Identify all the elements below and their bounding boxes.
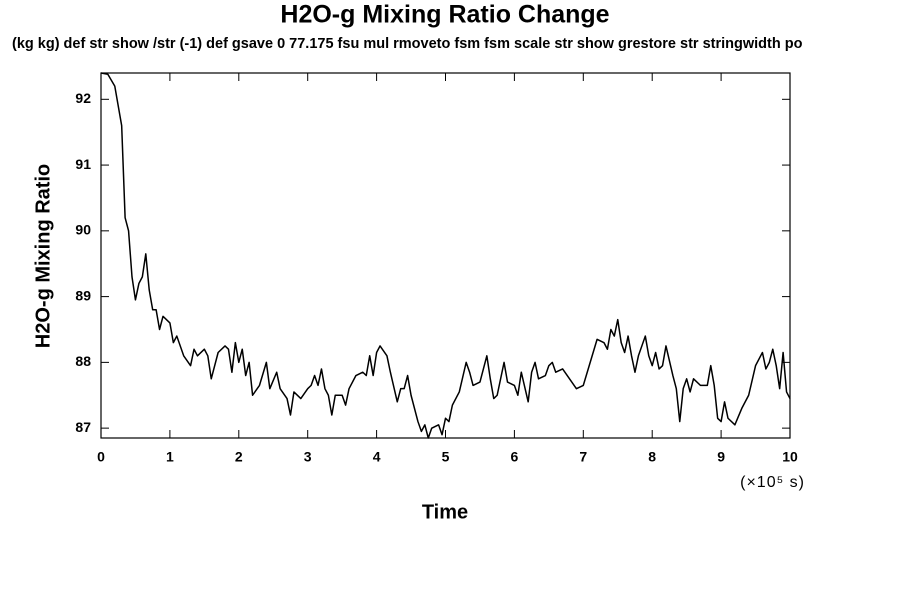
y-tick-label: 92 [75, 90, 91, 106]
x-tick-label: 7 [579, 449, 587, 465]
y-axis-label: H2O-g Mixing Ratio [32, 164, 54, 348]
x-axis-units: (×10⁵ s) [740, 474, 805, 491]
x-tick-label: 1 [166, 449, 174, 465]
x-tick-label: 4 [373, 449, 381, 465]
y-tick-label: 91 [75, 156, 91, 172]
x-tick-label: 9 [717, 449, 725, 465]
x-tick-label: 6 [511, 449, 519, 465]
data-line [100, 72, 791, 439]
x-tick-label: 2 [235, 449, 243, 465]
x-tick-label: 3 [304, 449, 312, 465]
chart-subtitle: (kg kg) def str show /str (-1) def gsave… [12, 36, 803, 52]
chart-title: H2O-g Mixing Ratio Change [280, 1, 609, 29]
plot-frame [100, 72, 791, 439]
x-tick-label: 8 [648, 449, 656, 465]
x-tick-label: 0 [97, 449, 105, 465]
x-tick-label: 5 [442, 449, 450, 465]
x-axis-label: Time [422, 501, 468, 523]
y-tick-label: 87 [75, 419, 91, 435]
y-tick-label: 89 [75, 287, 91, 303]
y-tick-label: 90 [75, 222, 91, 238]
x-tick-label: 10 [782, 449, 798, 465]
y-tick-label: 88 [75, 353, 91, 369]
